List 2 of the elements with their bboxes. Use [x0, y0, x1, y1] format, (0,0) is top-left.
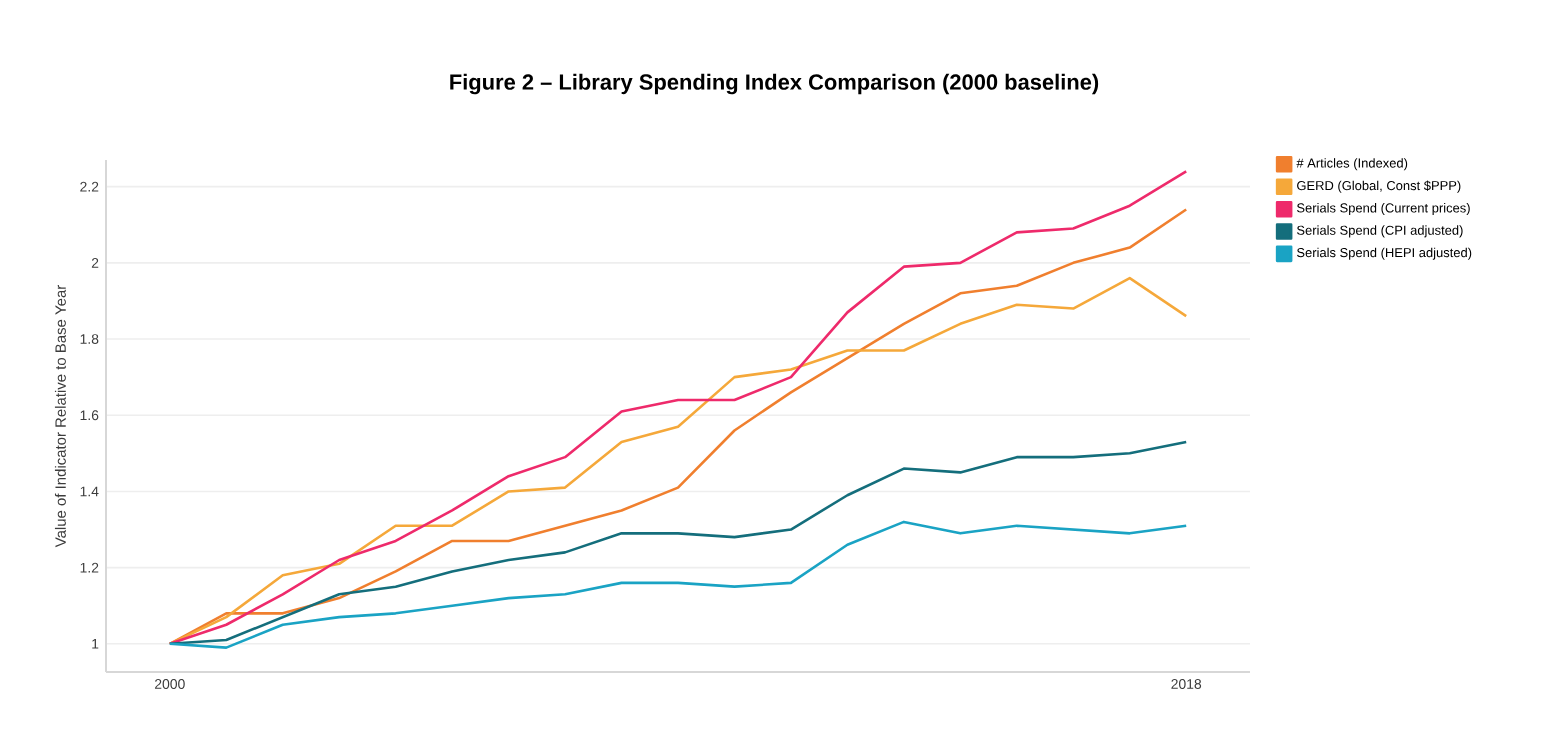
chart-title: Figure 2 – Library Spending Index Comparison (2000 baseline)	[450, 73, 1099, 95]
line-series	[168, 276, 1188, 646]
